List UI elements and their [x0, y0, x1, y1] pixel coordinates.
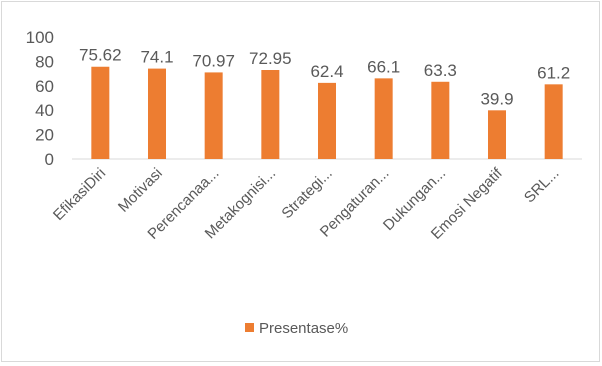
data-labels: 75.62 74.1 70.97 72.95 62.4 66.1 63.3 39.9 61.2 [79, 46, 570, 109]
data-label: 63.3 [424, 61, 457, 80]
bar [204, 72, 223, 159]
y-tick-label: 80 [35, 52, 54, 71]
data-label: 75.62 [79, 46, 122, 65]
legend-swatch [245, 323, 254, 332]
bar [148, 68, 166, 159]
legend-label: Presentase% [259, 320, 348, 337]
bars [91, 66, 563, 159]
y-axis-ticks: 0 20 40 60 80 100 [26, 28, 54, 169]
bar [544, 84, 563, 159]
category-labels: EfikasiDiri MotivasiPerencanaa...Metakogn… [50, 164, 563, 243]
data-label: 61.2 [537, 63, 570, 82]
y-tick-label: 60 [35, 77, 54, 96]
bar [91, 66, 110, 159]
y-tick-label: 20 [35, 126, 54, 145]
category-label: Motivasi [115, 165, 166, 216]
bar [431, 81, 450, 159]
bar [488, 110, 506, 159]
bar [374, 78, 393, 159]
data-label: 39.9 [480, 89, 513, 108]
bar [318, 82, 336, 159]
data-label: 74.1 [140, 48, 173, 67]
y-tick-label: 0 [45, 150, 54, 169]
y-tick-label: 40 [35, 101, 54, 120]
data-label: 66.1 [367, 57, 400, 76]
y-tick-label: 100 [26, 28, 54, 47]
bar [261, 70, 280, 159]
category-label: Strategi... [278, 165, 335, 222]
data-label: 72.95 [249, 49, 292, 68]
legend: Presentase% [245, 320, 348, 337]
category-label: SRL... [521, 165, 562, 206]
data-label: 70.97 [192, 51, 235, 70]
category-label: EfikasiDiri [50, 165, 109, 224]
data-label: 62.4 [310, 62, 343, 81]
